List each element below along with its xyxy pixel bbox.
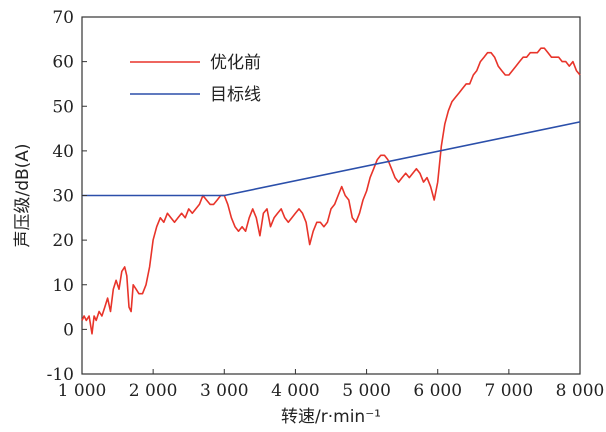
x-tick-label: 7 000 bbox=[485, 381, 534, 401]
y-tick-label: 30 bbox=[52, 187, 74, 207]
y-tick-label: -10 bbox=[47, 365, 74, 385]
y-axis-title: 声压级/dB(A) bbox=[13, 143, 33, 247]
ticks-layer: 1 000 2 000 3 000 4 000 5 000 6 000 7 000 8 000… bbox=[47, 8, 605, 401]
x-tick-label: 4 000 bbox=[271, 381, 320, 401]
x-tick-label: 3 000 bbox=[200, 381, 249, 401]
y-tick-label: 20 bbox=[52, 231, 74, 251]
x-tick-label: 6 000 bbox=[413, 381, 462, 401]
x-axis-title: 转速/r·min⁻¹ bbox=[281, 407, 381, 427]
y-tick-label: 50 bbox=[52, 97, 74, 117]
y-tick-label: 60 bbox=[52, 53, 74, 73]
series-line-before-optimization bbox=[81, 47, 581, 335]
y-tick-label: 0 bbox=[63, 320, 74, 340]
x-tick-label: 2 000 bbox=[129, 381, 178, 401]
y-tick-label: 40 bbox=[52, 142, 74, 162]
series-line-target bbox=[82, 121, 581, 197]
x-tick-label: 1 000 bbox=[58, 381, 107, 401]
x-tick-label: 8 000 bbox=[556, 381, 605, 401]
legend-label: 优化前 bbox=[210, 53, 261, 73]
series-layer bbox=[81, 47, 581, 335]
y-tick-label: 70 bbox=[52, 8, 74, 28]
axis-titles: 转速/r·min⁻¹ 声压级/dB(A) bbox=[13, 143, 381, 427]
legend-label: 目标线 bbox=[210, 85, 261, 105]
x-tick-label: 5 000 bbox=[342, 381, 391, 401]
y-tick-label: 10 bbox=[52, 276, 74, 296]
